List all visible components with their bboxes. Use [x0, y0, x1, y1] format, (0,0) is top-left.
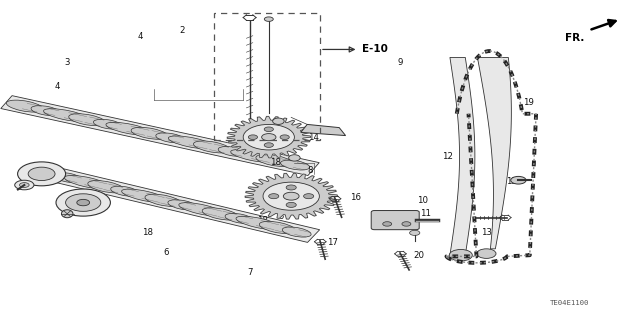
- Ellipse shape: [28, 167, 55, 181]
- Polygon shape: [301, 124, 346, 136]
- Ellipse shape: [193, 141, 230, 153]
- Circle shape: [248, 135, 257, 139]
- Circle shape: [410, 230, 420, 235]
- Text: 2: 2: [180, 26, 185, 35]
- Circle shape: [280, 135, 289, 139]
- Circle shape: [402, 222, 411, 226]
- Ellipse shape: [230, 150, 276, 162]
- Polygon shape: [227, 116, 310, 158]
- Ellipse shape: [19, 182, 29, 188]
- Text: 11: 11: [420, 209, 431, 218]
- Text: 16: 16: [349, 193, 361, 202]
- Ellipse shape: [61, 210, 73, 218]
- Text: 18: 18: [269, 158, 281, 167]
- Text: 14: 14: [308, 133, 319, 142]
- Ellipse shape: [77, 199, 90, 206]
- Circle shape: [264, 17, 273, 21]
- Circle shape: [264, 127, 273, 131]
- Ellipse shape: [15, 180, 34, 190]
- Ellipse shape: [280, 160, 310, 170]
- Text: 19: 19: [523, 98, 533, 107]
- Text: 15: 15: [506, 177, 518, 186]
- Ellipse shape: [56, 189, 111, 216]
- Ellipse shape: [44, 109, 90, 122]
- Circle shape: [264, 143, 273, 147]
- Polygon shape: [450, 57, 475, 255]
- Text: 7: 7: [247, 268, 252, 277]
- Circle shape: [477, 249, 496, 258]
- Text: 1: 1: [247, 125, 252, 134]
- Ellipse shape: [218, 146, 248, 156]
- Circle shape: [284, 192, 299, 200]
- Circle shape: [243, 124, 294, 150]
- Text: 8: 8: [308, 166, 313, 175]
- Ellipse shape: [106, 122, 152, 135]
- FancyBboxPatch shape: [371, 211, 419, 230]
- Ellipse shape: [168, 200, 196, 210]
- Text: 5: 5: [279, 212, 284, 221]
- Ellipse shape: [18, 162, 65, 186]
- Ellipse shape: [168, 136, 214, 149]
- Text: 17: 17: [327, 238, 339, 247]
- Ellipse shape: [6, 100, 44, 112]
- Text: 9: 9: [397, 58, 403, 67]
- Ellipse shape: [225, 213, 254, 224]
- Ellipse shape: [289, 155, 300, 161]
- Text: 6: 6: [164, 248, 169, 256]
- Ellipse shape: [93, 119, 123, 129]
- Polygon shape: [477, 57, 511, 249]
- Circle shape: [286, 185, 296, 190]
- Ellipse shape: [122, 189, 167, 203]
- Ellipse shape: [273, 118, 284, 124]
- Ellipse shape: [259, 221, 296, 234]
- Ellipse shape: [111, 186, 140, 196]
- Text: 10: 10: [417, 197, 428, 205]
- Text: 18: 18: [141, 228, 153, 237]
- Circle shape: [449, 249, 472, 261]
- Text: 4: 4: [55, 82, 60, 91]
- Polygon shape: [1, 96, 319, 175]
- Ellipse shape: [156, 133, 185, 143]
- Text: TE04E1100: TE04E1100: [549, 300, 589, 306]
- Circle shape: [511, 176, 526, 184]
- Ellipse shape: [202, 208, 239, 220]
- Circle shape: [286, 202, 296, 207]
- Text: 20: 20: [413, 251, 425, 260]
- Circle shape: [263, 182, 319, 210]
- Polygon shape: [26, 163, 319, 242]
- Ellipse shape: [131, 127, 168, 139]
- Ellipse shape: [88, 181, 124, 193]
- Ellipse shape: [236, 216, 281, 230]
- Ellipse shape: [256, 154, 293, 167]
- Text: 4: 4: [138, 32, 143, 41]
- Ellipse shape: [65, 175, 109, 189]
- Polygon shape: [245, 173, 337, 219]
- Circle shape: [383, 222, 392, 226]
- Ellipse shape: [282, 227, 311, 237]
- Ellipse shape: [68, 114, 106, 126]
- Circle shape: [269, 194, 279, 199]
- Circle shape: [262, 134, 276, 141]
- Ellipse shape: [145, 194, 182, 206]
- Ellipse shape: [31, 167, 67, 179]
- Ellipse shape: [31, 106, 60, 115]
- Circle shape: [303, 194, 314, 199]
- Text: FR.: FR.: [565, 33, 584, 43]
- Text: 3: 3: [65, 58, 70, 67]
- Ellipse shape: [54, 173, 83, 183]
- Text: E-10: E-10: [362, 44, 387, 55]
- Text: 13: 13: [481, 228, 492, 237]
- Text: 12: 12: [442, 152, 454, 161]
- Ellipse shape: [65, 194, 101, 211]
- Ellipse shape: [179, 203, 224, 216]
- Text: 18: 18: [257, 216, 268, 225]
